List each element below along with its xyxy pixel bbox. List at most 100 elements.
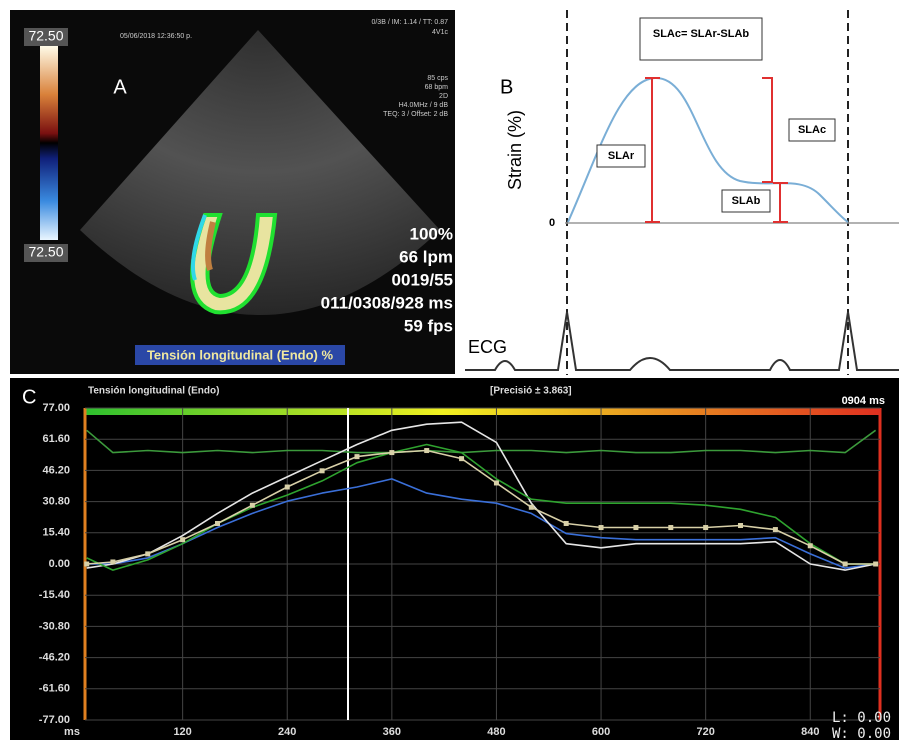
strain-tracing <box>190 213 278 315</box>
chart-title: Tensión longitudinal (Endo) <box>88 386 219 397</box>
settings: 85 cps 68 bpm 2D H4.0MHz / 9 dB TEQ: 3 / Off… <box>383 75 448 118</box>
x-tick-label: 480 <box>487 726 505 738</box>
scale-top: 72.50 <box>28 28 63 44</box>
series-marker <box>668 525 674 531</box>
color-bar <box>85 408 880 415</box>
series-marker <box>110 559 116 565</box>
probe-model: 4V1c <box>432 29 448 36</box>
y-tick-label: -61.60 <box>39 683 70 695</box>
setting: 2D <box>439 93 448 100</box>
chart-subtitle: [Precisió ± 3.863] <box>490 386 572 397</box>
slac-bracket <box>762 77 773 183</box>
readout: 100% <box>410 224 453 243</box>
series-marker <box>598 525 604 531</box>
series-marker <box>493 480 499 486</box>
setting: TEQ: 3 / Offset: 2 dB <box>383 111 448 118</box>
y-tick-label: 61.60 <box>42 433 70 445</box>
series <box>84 421 879 571</box>
ecg-trace <box>465 311 899 371</box>
series-marker <box>84 561 90 567</box>
series-marker <box>249 502 255 508</box>
label-box <box>596 144 646 168</box>
panel-label: A <box>113 76 127 98</box>
series-marker <box>215 520 220 526</box>
slab-label: SLAb <box>732 195 761 207</box>
x-tick-label: 720 <box>696 726 714 738</box>
echo-sector <box>80 30 440 315</box>
series-marker <box>772 527 778 533</box>
time-label: 0904 ms <box>842 395 885 407</box>
x-tick-label: 120 <box>173 726 191 738</box>
overlay: L: 0.00W: 0.00 <box>832 710 891 740</box>
panel-b: 0 B Strain (%) SLAc= SLAr-SLAb SLAr SLAc… <box>465 10 899 375</box>
series-line <box>86 449 876 565</box>
panel-label: B <box>500 76 513 98</box>
scale-bottom: 72.50 <box>28 244 63 260</box>
setting: 68 bpm <box>425 84 449 91</box>
y-tick-label: 15.40 <box>42 527 70 539</box>
strain-tracing-inner <box>205 221 216 271</box>
series-marker <box>873 561 879 567</box>
readout: 59 fps <box>404 316 453 335</box>
readout: 66 lpm <box>399 247 453 266</box>
y-tick-label: 30.80 <box>42 496 70 508</box>
grid: 77.00 61.60 46.20 30.80 15.40 0.00 -15.40 -30.8… <box>39 402 880 738</box>
x-tick-label: 840 <box>801 726 819 738</box>
color-scale <box>40 46 58 240</box>
series-marker <box>284 484 290 490</box>
panel-c: C Tensión longitudinal (Endo) [Precisió … <box>10 378 899 740</box>
y-tick-label: -15.40 <box>39 589 70 601</box>
y-tick-label: 46.20 <box>42 464 70 476</box>
series-marker <box>703 525 709 531</box>
series-marker <box>459 456 465 462</box>
formula: SLAc= SLAr-SLAb <box>653 28 750 40</box>
panel-a: 72.50 72.50 A 05/06/2018 12:36:50 p. 0/3… <box>10 10 455 374</box>
scale-box <box>24 28 68 46</box>
y-tick-label: -30.80 <box>39 620 70 632</box>
caption-box <box>135 345 345 365</box>
overlay-text: W: 0.00 <box>832 726 891 740</box>
series-marker <box>354 454 360 460</box>
scale-box <box>24 244 68 262</box>
measure-brackets <box>645 77 788 223</box>
strain-curve <box>567 76 849 223</box>
series-line <box>86 429 877 454</box>
overlay-text: L: 0.00 <box>832 710 891 726</box>
setting: 85 cps <box>427 75 448 82</box>
panel-label: C <box>22 386 36 408</box>
y-tick-label: -46.20 <box>39 652 70 664</box>
caption: Tensión longitudinal (Endo) % <box>147 347 334 362</box>
series-marker <box>180 537 186 543</box>
zero-label: 0 <box>549 217 555 229</box>
series-marker <box>842 561 848 567</box>
series-marker <box>738 523 744 529</box>
formula-box <box>639 17 763 61</box>
readout: 0019/55 <box>392 270 453 289</box>
series-marker <box>145 551 151 557</box>
label-box <box>721 189 771 213</box>
series-marker <box>528 504 534 510</box>
x-axis-label: ms <box>64 726 80 738</box>
slab-bracket <box>773 182 788 223</box>
slac-label: SLAc <box>798 124 826 136</box>
y-tick-label: 77.00 <box>42 402 70 414</box>
date: 05/06/2018 12:36:50 p. <box>120 33 192 40</box>
y-tick-label: -77.00 <box>39 714 70 726</box>
slar-bracket <box>645 77 660 223</box>
readout: 011/0308/928 ms <box>321 293 453 312</box>
series-marker <box>807 543 813 549</box>
ecg-label: ECG <box>468 337 507 357</box>
series-marker <box>389 450 395 456</box>
series-marker <box>319 468 325 474</box>
series-marker <box>563 520 569 526</box>
strain-tracing-edge <box>191 214 207 281</box>
series-marker <box>424 448 430 454</box>
x-tick-label: 240 <box>278 726 296 738</box>
y-tick-label: 0.00 <box>49 558 70 570</box>
probe: 0/3B / IM: 1.14 / TT: 0.87 <box>371 19 448 26</box>
series-line <box>86 421 876 571</box>
label-box <box>788 118 836 142</box>
y-axis-label: Strain (%) <box>505 110 525 190</box>
